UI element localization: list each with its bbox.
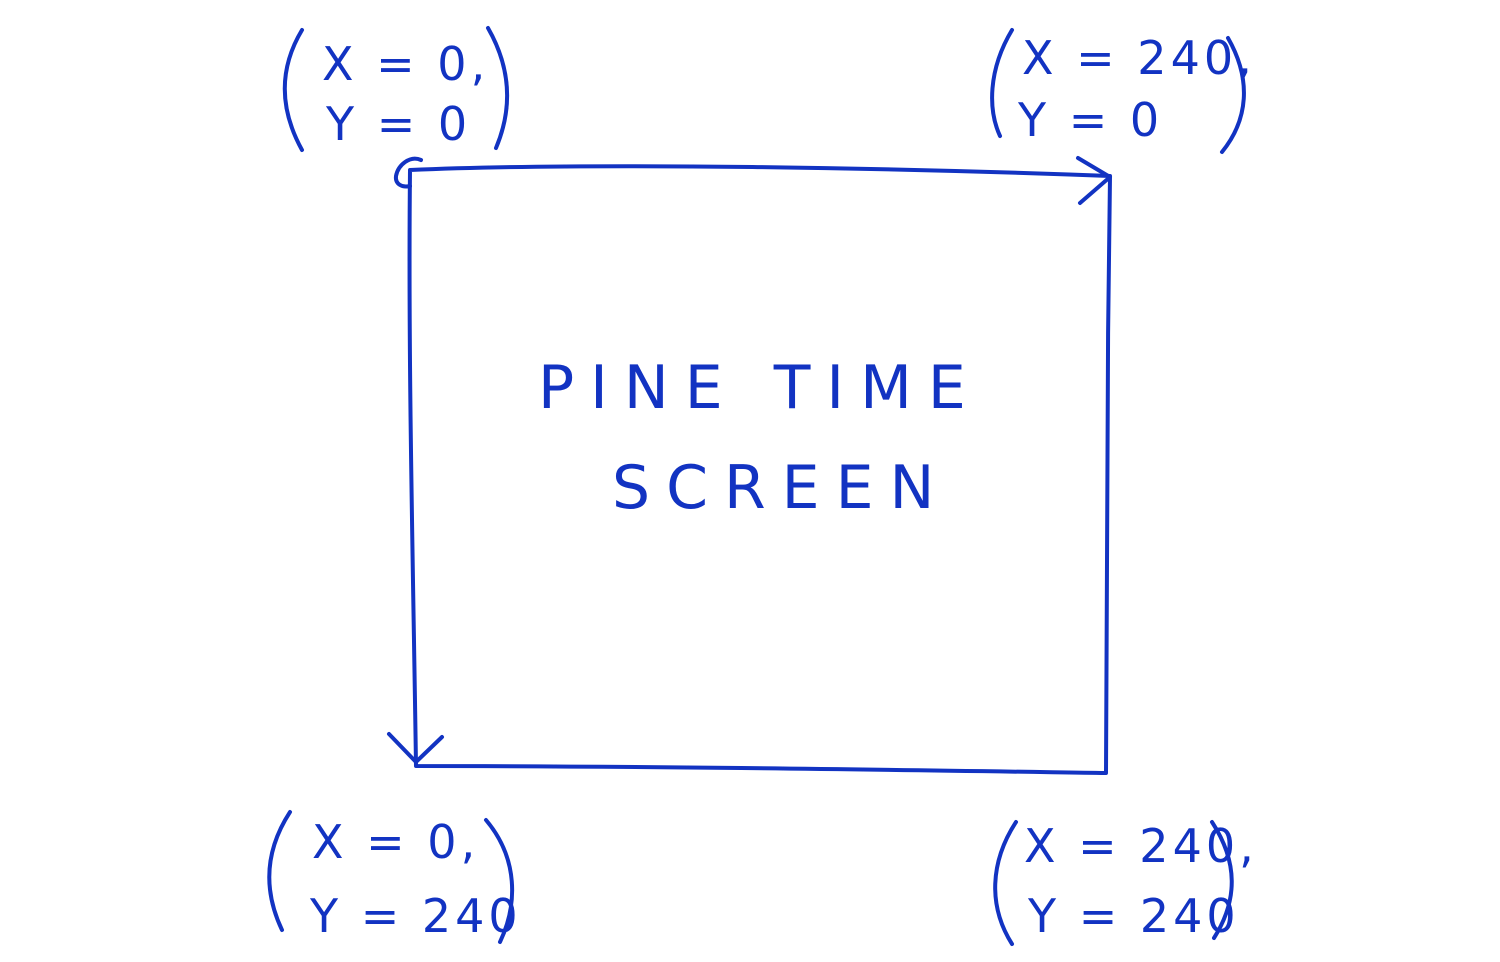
top-right-open-paren [990, 28, 1014, 138]
bottom-right-open-paren [993, 820, 1018, 946]
top-left-close-paren [486, 26, 510, 150]
top-left-x-label: X = 0, [322, 37, 489, 91]
top-right-close-paren [1220, 36, 1246, 154]
bottom-right-close-paren [1210, 820, 1234, 940]
top-left-open-paren [282, 28, 304, 152]
bottom-right-x-label: X = 240, [1024, 819, 1258, 873]
screen-outline [407, 164, 1112, 775]
x-axis-arrowhead [1076, 156, 1112, 205]
origin-hook [393, 156, 423, 189]
top-left-y-label: Y = 0 [325, 97, 471, 151]
bottom-left-y-label: Y = 240 [309, 889, 522, 943]
top-right-y-label: Y = 0 [1017, 93, 1163, 147]
bottom-right-y-label: Y = 240 [1027, 889, 1240, 943]
screen-title-line2: SCREEN [612, 453, 950, 523]
y-axis-arrowhead [387, 732, 444, 764]
screen-title-line1: PINE TIME [538, 353, 982, 423]
bottom-left-x-label: X = 0, [312, 815, 479, 869]
bottom-left-close-paren [484, 818, 515, 944]
top-right-x-label: X = 240, [1022, 31, 1256, 85]
bottom-left-open-paren [267, 810, 292, 932]
